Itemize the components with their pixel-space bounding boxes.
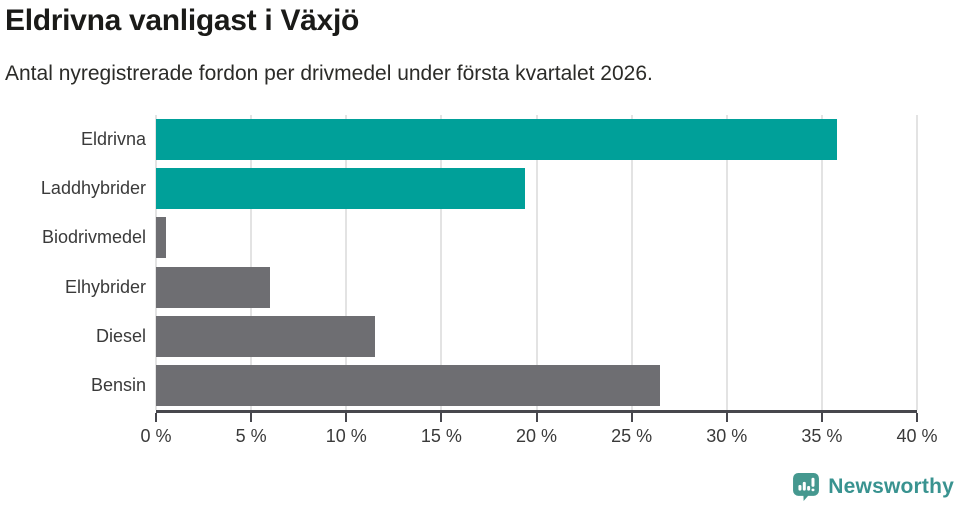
x-tick-label-20: 20 % <box>515 426 558 446</box>
category-label-laddhybrider: Laddhybrider <box>40 178 146 199</box>
gridline-0 <box>155 115 157 410</box>
gridline-35 <box>820 115 823 410</box>
gridline-10 <box>345 115 348 410</box>
category-label-biodrivmedel: Biodrivmedel <box>41 227 146 248</box>
bar-row-diesel: Diesel <box>96 312 917 361</box>
x-tick-5 <box>250 413 253 422</box>
x-tick-20 <box>535 413 538 422</box>
gridline-40 <box>916 115 918 410</box>
category-label-diesel: Diesel <box>95 325 146 346</box>
bar-diesel <box>156 315 375 357</box>
gridline-20 <box>535 115 538 410</box>
x-tick-35 <box>820 413 823 422</box>
bar-bensin <box>156 364 661 406</box>
x-tick-label-25: 25 % <box>611 426 653 446</box>
bar-row-eldrivna: Eldrivna <box>81 115 917 164</box>
bar-elhybrider <box>156 266 271 308</box>
gridline-25 <box>630 115 633 410</box>
bar-chart-plot-area: Eldrivna Laddhybrider Biodrivmedel Elhybrid… <box>41 115 938 446</box>
x-tick-label-35: 35 % <box>801 426 843 446</box>
x-tick-label-10: 10 % <box>325 426 367 446</box>
category-label-elhybrider: Elhybrider <box>64 276 146 297</box>
chart-title: Eldrivna vanligast i Växjö <box>5 4 360 37</box>
bar-row-elhybrider: Elhybrider <box>65 263 917 312</box>
category-label-eldrivna: Eldrivna <box>80 129 146 150</box>
bar-chart-speech-bubble-icon <box>792 472 820 501</box>
bar-row-laddhybrider: Laddhybrider <box>41 164 917 213</box>
x-tick-label-30: 30 % <box>706 426 748 446</box>
x-tick-15 <box>440 413 443 422</box>
x-tick-label-40: 40 % <box>896 426 938 446</box>
bar-biodrivmedel <box>156 217 166 259</box>
chart-subtitle: Antal nyregistrerade fordon per drivmede… <box>5 62 653 85</box>
bar-row-biodrivmedel: Biodrivmedel <box>42 213 917 262</box>
gridline-15 <box>440 115 443 410</box>
brand-name: Newsworthy <box>828 474 954 498</box>
bar-rows: Eldrivna Laddhybrider Biodrivmedel Elhybrid… <box>41 115 917 410</box>
bar-laddhybrider <box>156 168 526 210</box>
x-tick-30 <box>725 413 728 422</box>
x-tick-0 <box>155 413 157 422</box>
bar-eldrivna <box>156 119 838 161</box>
gridline-5 <box>250 115 253 410</box>
x-tick-label-15: 15 % <box>420 426 462 446</box>
x-tick-10 <box>345 413 348 422</box>
x-tick-label-5: 5 % <box>235 426 267 446</box>
x-tick-25 <box>630 413 633 422</box>
bar-row-bensin: Bensin <box>91 361 917 410</box>
newsworthy-logo[interactable]: Newsworthy <box>792 472 954 501</box>
x-tick-label-0: 0 % <box>140 426 172 446</box>
gridline-30 <box>725 115 728 410</box>
x-tick-40 <box>916 413 918 422</box>
category-label-bensin: Bensin <box>90 374 146 395</box>
